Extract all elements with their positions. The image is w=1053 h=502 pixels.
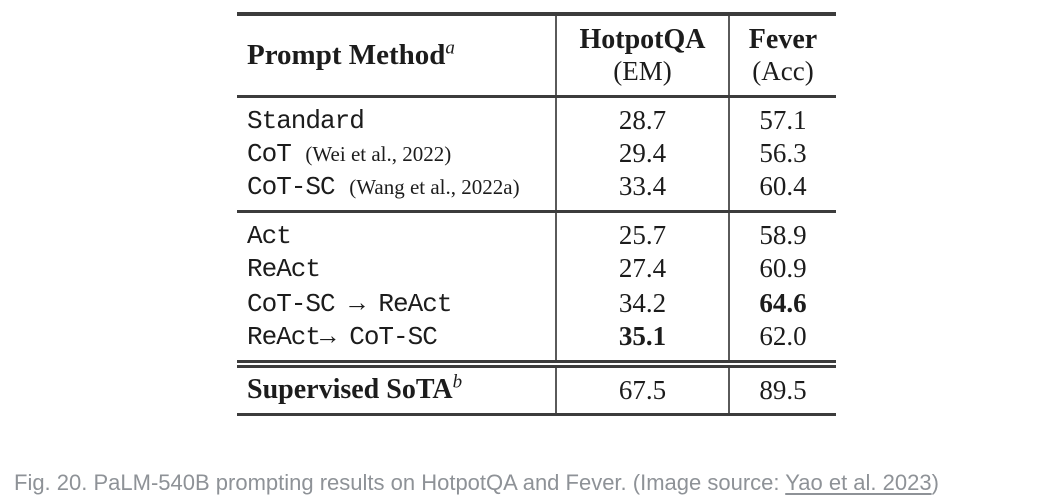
supervised-sota-label: Supervised SoTA: [247, 374, 453, 406]
header-hotpotqa-title: HotpotQA: [579, 23, 706, 55]
fever-value: 89.5: [728, 364, 836, 414]
method-name: ReAct: [247, 253, 321, 284]
react-group: Act 25.7 58.9 ReAct 27.4 60.9 CoT-SC → R…: [237, 211, 836, 364]
fever-value: 60.9: [728, 251, 836, 286]
fever-value-best: 64.6: [728, 286, 836, 321]
fever-value: 56.3: [728, 136, 836, 171]
table-row: Standard 28.7 57.1: [237, 96, 836, 137]
table-row: Act 25.7 58.9: [237, 211, 836, 252]
hotpotqa-value: 28.7: [555, 96, 729, 136]
method-cell: CoT-SC (Wang et al., 2022a): [237, 171, 556, 212]
method-cell: Act: [237, 212, 556, 252]
method-citation: (Wang et al., 2022a): [349, 174, 520, 199]
table-row: Supervised SoTAb 67.5 89.5: [237, 364, 836, 414]
method-name: CoT: [247, 138, 292, 169]
hotpotqa-value-best: 35.1: [555, 321, 729, 364]
table-row: CoT-SC → ReAct 34.2 64.6: [237, 286, 836, 321]
method-cell: Supervised SoTAb: [237, 364, 556, 414]
fever-value: 58.9: [728, 211, 836, 251]
table-row: ReAct 27.4 60.9: [237, 251, 836, 286]
header-hotpotqa: HotpotQA (EM): [555, 14, 729, 97]
table-row: CoT-SC (Wang et al., 2022a) 33.4 60.4: [237, 171, 836, 212]
caption-source-link[interactable]: Yao et al. 2023: [785, 470, 932, 495]
hotpotqa-value: 27.4: [555, 251, 729, 286]
method-name: Act: [247, 220, 292, 251]
header-hotpotqa-unit: (EM): [613, 56, 672, 87]
hotpotqa-value: 29.4: [555, 136, 729, 171]
hotpotqa-value: 34.2: [555, 286, 729, 321]
header-prompt-method-label: Prompt Method: [247, 38, 446, 71]
fever-value: 60.4: [728, 171, 836, 212]
header-footnote-a: a: [445, 37, 455, 59]
method-name: ReAct→ CoT-SC: [247, 321, 438, 352]
method-cell: ReAct: [237, 251, 556, 286]
baseline-group: Standard 28.7 57.1 CoT (Wei et al., 2022…: [237, 96, 836, 212]
method-name: CoT-SC: [247, 171, 336, 202]
method-name: CoT-SC → ReAct: [247, 288, 452, 319]
header-fever-unit: (Acc): [752, 56, 814, 87]
table-row: CoT (Wei et al., 2022) 29.4 56.3: [237, 136, 836, 171]
header-fever: Fever (Acc): [728, 14, 836, 97]
caption-suffix: ): [931, 470, 939, 495]
fever-value: 57.1: [728, 96, 836, 136]
method-cell: CoT (Wei et al., 2022): [237, 136, 556, 171]
header-prompt-method: Prompt Methoda: [237, 14, 556, 97]
table-row: ReAct→ CoT-SC 35.1 62.0: [237, 321, 836, 364]
method-name: Standard: [247, 105, 365, 136]
table-header: Prompt Methoda HotpotQA (EM) Fever (Acc): [237, 14, 836, 97]
method-citation: (Wei et al., 2022): [305, 141, 452, 166]
method-cell: CoT-SC → ReAct: [237, 286, 556, 321]
hotpotqa-value: 67.5: [555, 364, 729, 414]
supervised-sota-group: Supervised SoTAb 67.5 89.5: [237, 364, 836, 414]
caption-text: Fig. 20. PaLM-540B prompting results on …: [14, 470, 786, 495]
results-table-figure: Prompt Methoda HotpotQA (EM) Fever (Acc) S…: [237, 12, 836, 416]
method-cell: Standard: [237, 97, 556, 137]
header-fever-title: Fever: [748, 23, 818, 55]
footnote-b: b: [452, 371, 463, 393]
hotpotqa-value: 33.4: [555, 171, 729, 212]
results-table: Prompt Methoda HotpotQA (EM) Fever (Acc) S…: [237, 12, 836, 416]
method-cell: ReAct→ CoT-SC: [237, 321, 556, 364]
fever-value: 62.0: [728, 321, 836, 364]
hotpotqa-value: 25.7: [555, 211, 729, 251]
figure-caption: Fig. 20. PaLM-540B prompting results on …: [14, 470, 939, 496]
header-row: Prompt Methoda HotpotQA (EM) Fever (Acc): [237, 14, 836, 97]
